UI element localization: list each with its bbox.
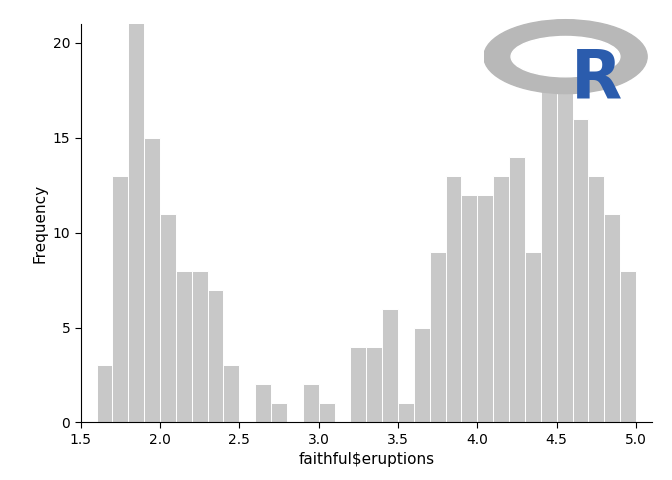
Bar (112, 176, 128, 422)
Ellipse shape (511, 36, 620, 77)
Bar (398, 403, 414, 422)
Bar (366, 347, 382, 422)
Ellipse shape (484, 20, 647, 94)
Bar (382, 309, 398, 422)
Bar (303, 384, 319, 422)
Bar (429, 252, 446, 422)
Bar (144, 138, 160, 422)
Bar (462, 195, 477, 422)
Bar (620, 271, 636, 422)
Bar (509, 157, 525, 422)
Bar (573, 119, 589, 422)
Bar (176, 271, 192, 422)
Y-axis label: Frequency: Frequency (32, 184, 47, 263)
Bar (604, 214, 620, 422)
Text: R: R (571, 47, 622, 112)
Bar (160, 214, 176, 422)
Bar (414, 327, 429, 422)
X-axis label: faithful$eruptions: faithful$eruptions (298, 452, 434, 468)
Bar (223, 365, 239, 422)
Bar (446, 176, 462, 422)
Bar (350, 347, 366, 422)
Bar (589, 176, 604, 422)
Bar (319, 403, 335, 422)
Bar (541, 43, 556, 422)
Bar (271, 403, 287, 422)
Bar (97, 365, 112, 422)
Bar (477, 195, 493, 422)
Bar (255, 384, 271, 422)
Bar (192, 271, 208, 422)
Bar (128, 5, 144, 422)
Bar (208, 289, 223, 422)
Bar (556, 81, 573, 422)
Bar (493, 176, 509, 422)
Bar (525, 252, 541, 422)
